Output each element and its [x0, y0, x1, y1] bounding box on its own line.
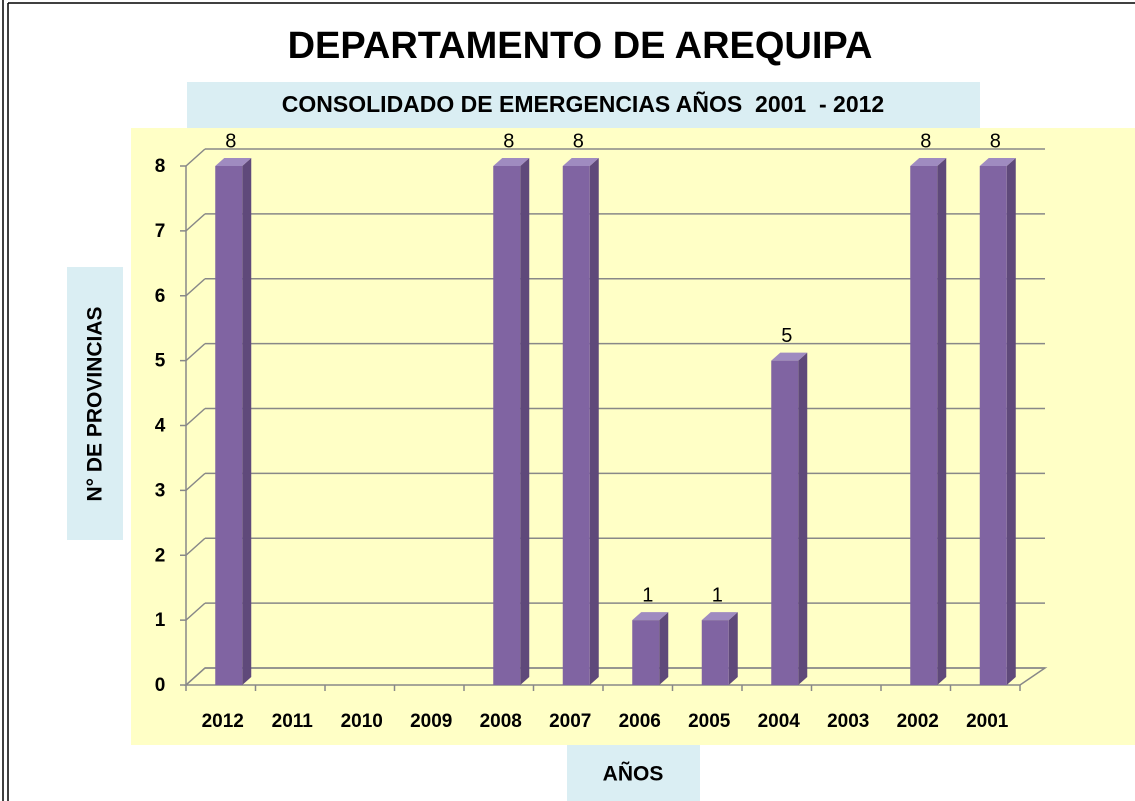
x-tick-label: 2002: [897, 711, 939, 732]
chart-title: DEPARTAMENTO DE AREQUIPA: [288, 25, 873, 67]
grid-line: [185, 213, 206, 232]
bar: [910, 166, 938, 685]
y-tick-label: 8: [155, 156, 166, 177]
y-tick-label: 3: [155, 480, 166, 501]
y-label-box: [67, 267, 123, 540]
y-tick-label: 0: [155, 675, 166, 696]
bar-top: [771, 352, 808, 361]
grid-line: [185, 148, 206, 167]
bar: [701, 620, 729, 685]
x-tick-label: 2005: [688, 711, 731, 732]
x-label-box: [567, 745, 700, 801]
bar-side: [242, 158, 252, 685]
x-tick-label: 2012: [202, 711, 244, 732]
bar: [215, 166, 243, 685]
grid-line: [185, 537, 206, 556]
bar-side: [728, 612, 738, 685]
x-axis-label: AÑOS: [603, 763, 664, 786]
y-tick-label: 6: [155, 286, 166, 307]
bar: [562, 166, 590, 685]
value-label: 1: [712, 584, 723, 606]
x-tick-label: 2004: [758, 711, 801, 732]
grid-line: [185, 407, 206, 427]
x-tick-label: 2008: [480, 711, 522, 732]
value-label: 8: [920, 130, 931, 152]
value-label: 8: [225, 130, 236, 152]
bar-top: [701, 612, 738, 621]
y-tick-label: 7: [155, 221, 166, 242]
x-tick-label: 2003: [827, 711, 869, 732]
y-tick-label: 5: [155, 351, 166, 372]
y-tick-label: 1: [155, 610, 166, 631]
x-tick-label: 2007: [549, 711, 591, 732]
value-label: 8: [503, 130, 514, 152]
grid-line: [185, 667, 206, 686]
grid-line: [185, 278, 206, 297]
bar: [771, 360, 799, 685]
bar-side: [798, 352, 808, 685]
grid-line: [185, 602, 206, 621]
y-tick-label: 4: [155, 416, 166, 437]
grid-line: [185, 472, 206, 491]
value-label: 5: [781, 325, 792, 347]
value-label: 8: [573, 130, 584, 152]
bar-top: [215, 158, 252, 166]
bar-top: [910, 158, 947, 166]
y-axis-label: N° DE PROVINCIAS: [84, 306, 107, 501]
x-tick-label: 2006: [619, 711, 661, 732]
bar-side: [1006, 158, 1016, 685]
x-tick-label: 2009: [410, 711, 452, 732]
bar: [493, 166, 521, 685]
bar-side: [589, 158, 599, 685]
bar-side: [937, 158, 947, 685]
bar-side: [659, 612, 669, 685]
chart-subtitle: CONSOLIDADO DE EMERGENCIAS AÑOS 2001 - 2…: [282, 90, 884, 117]
bar: [632, 620, 660, 685]
bar-side: [520, 158, 530, 685]
bar-top: [979, 158, 1016, 166]
value-label: 8: [990, 130, 1001, 152]
x-tick-label: 2011: [272, 711, 314, 732]
y-tick-label: 2: [155, 545, 166, 566]
x-tick-label: 2001: [966, 711, 1009, 732]
bar: [979, 166, 1007, 685]
bar-top: [493, 158, 530, 166]
subtitle-box: [187, 82, 980, 128]
x-tick-label: 2010: [341, 711, 383, 732]
bar-top: [562, 158, 599, 166]
grid-line: [185, 343, 206, 362]
value-label: 1: [642, 584, 653, 606]
bar-top: [632, 612, 669, 621]
